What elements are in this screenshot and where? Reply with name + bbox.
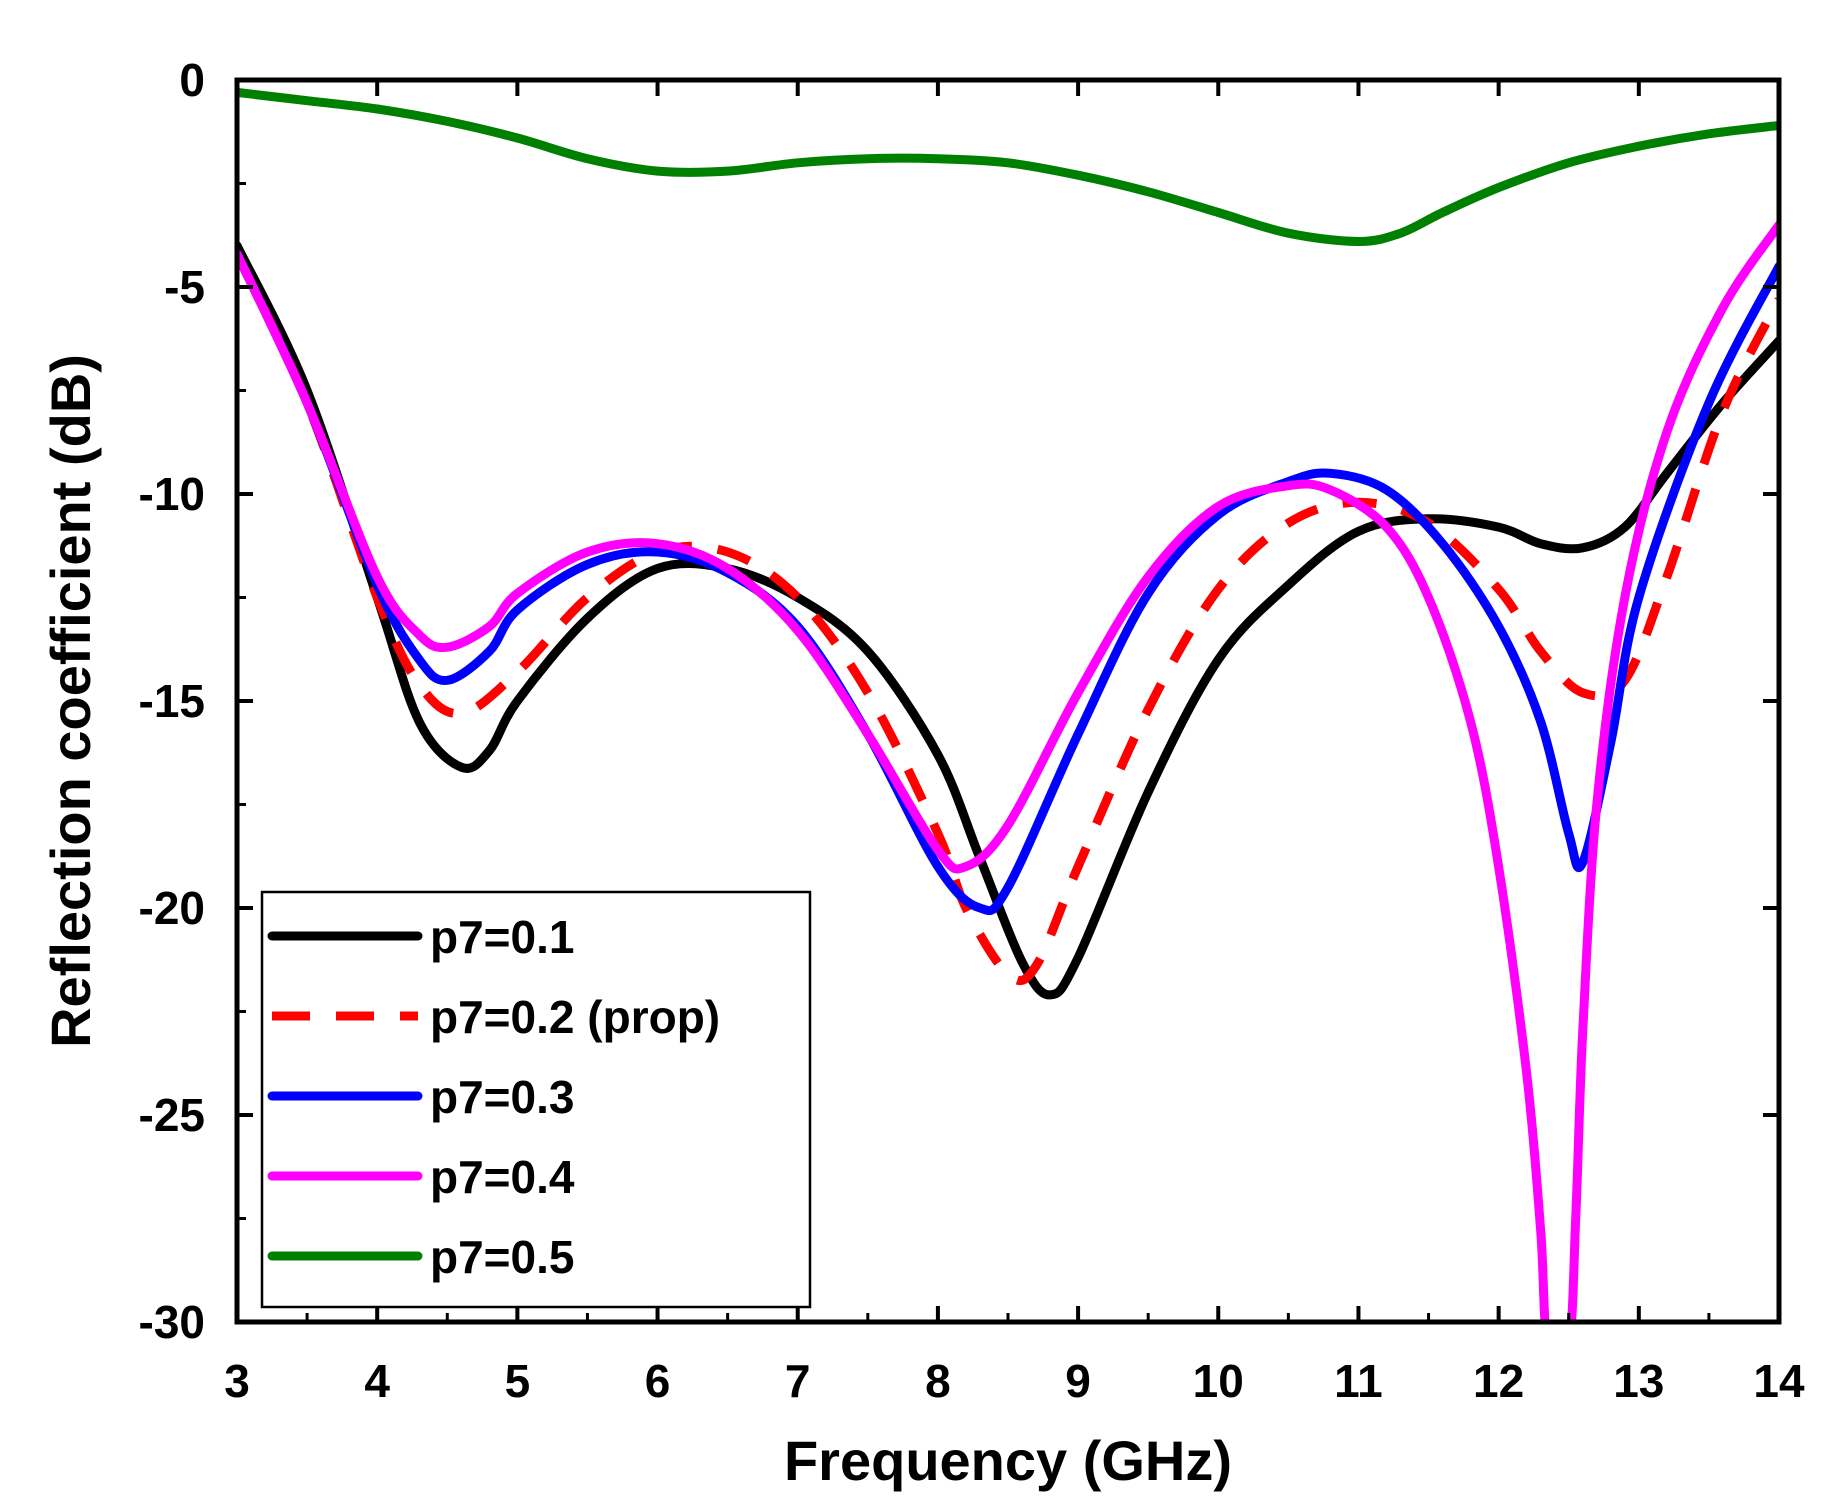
y-tick-label: -30 bbox=[139, 1296, 205, 1348]
x-tick-label: 13 bbox=[1613, 1355, 1664, 1407]
series-line-4 bbox=[237, 220, 1779, 1322]
x-tick-label: 14 bbox=[1753, 1355, 1805, 1407]
y-tick-label: -5 bbox=[164, 261, 205, 313]
y-axis-ticks: 0 -5 -10 -15 -20 -25 -30 bbox=[139, 54, 1779, 1348]
y-tick-label: 0 bbox=[179, 54, 205, 106]
x-axis-title: Frequency (GHz) bbox=[784, 1429, 1232, 1492]
series-line-2 bbox=[237, 251, 1779, 986]
y-tick-label: -10 bbox=[139, 468, 205, 520]
x-tick-label: 12 bbox=[1473, 1355, 1524, 1407]
y-tick-label: -15 bbox=[139, 675, 205, 727]
x-tick-label: 10 bbox=[1193, 1355, 1244, 1407]
x-tick-label: 11 bbox=[1334, 1355, 1383, 1407]
series-line-5 bbox=[237, 87, 1779, 246]
legend-label: p7=0.2 (prop) bbox=[430, 991, 720, 1043]
x-axis-ticks: 3 4 5 6 7 8 9 10 11 12 13 14 bbox=[224, 80, 1805, 1407]
series-line-1 bbox=[237, 241, 1779, 1000]
legend-label: p7=0.5 bbox=[430, 1231, 575, 1283]
y-tick-label: -20 bbox=[139, 882, 205, 934]
x-tick-label: 7 bbox=[785, 1355, 811, 1407]
legend-label: p7=0.3 bbox=[430, 1071, 575, 1123]
x-tick-label: 6 bbox=[645, 1355, 671, 1407]
x-tick-label: 9 bbox=[1065, 1355, 1091, 1407]
y-axis-title: Reflection coefficient (dB) bbox=[39, 354, 102, 1048]
legend-label: p7=0.1 bbox=[430, 911, 575, 963]
legend-label: p7=0.4 bbox=[430, 1151, 575, 1203]
x-tick-label: 5 bbox=[505, 1355, 531, 1407]
legend: p7=0.1 p7=0.2 (prop) p7=0.3 p7=0.4 p7=0.5 bbox=[260, 890, 812, 1309]
x-tick-label: 4 bbox=[364, 1355, 390, 1407]
series-line-3 bbox=[237, 249, 1779, 916]
plot-lines bbox=[237, 87, 1779, 1322]
y-tick-label: -25 bbox=[139, 1089, 205, 1141]
x-tick-label: 8 bbox=[925, 1355, 951, 1407]
x-tick-label: 3 bbox=[224, 1355, 250, 1407]
